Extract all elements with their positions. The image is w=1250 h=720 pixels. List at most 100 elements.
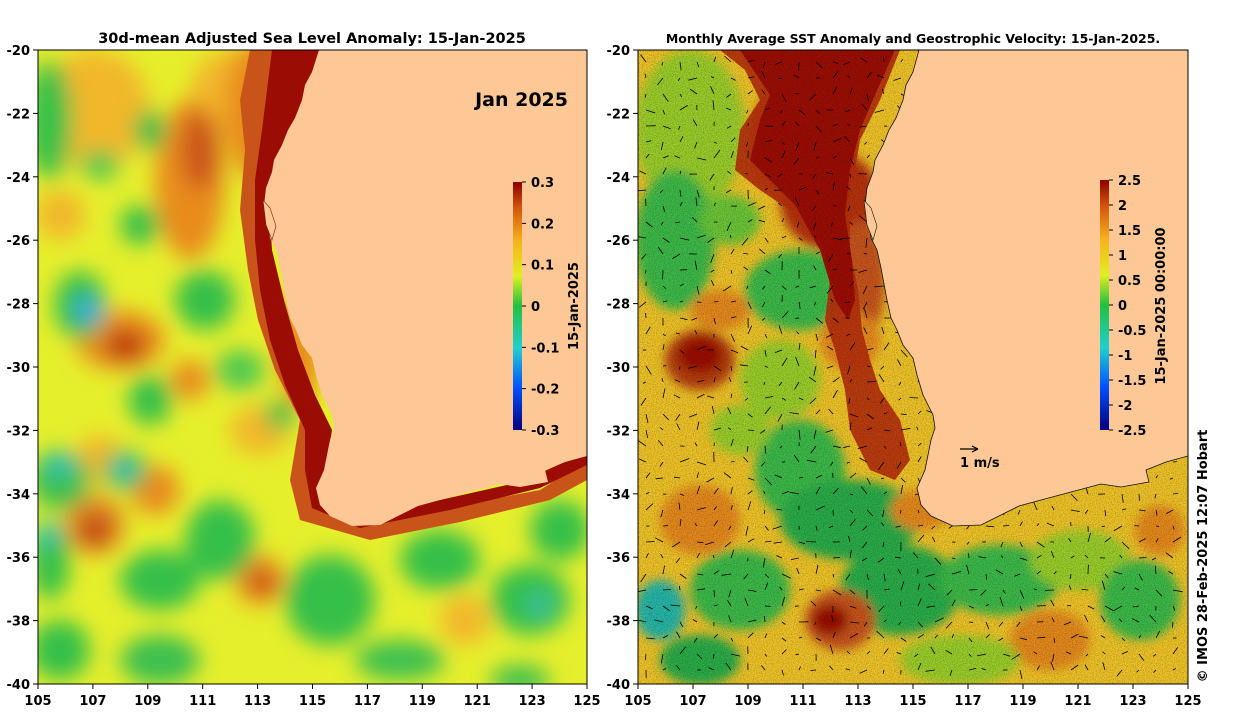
velocity-arrow: [781, 573, 791, 579]
lon-tick-label: 115: [299, 694, 326, 709]
velocity-arrow: [1151, 557, 1157, 561]
velocity-arrow: [710, 280, 715, 287]
velocity-arrow: [880, 139, 885, 143]
velocity-arrow: [727, 427, 732, 431]
velocity-arrow: [978, 556, 987, 559]
velocity-arrow: [728, 589, 732, 598]
velocity-arrow: [866, 605, 872, 610]
velocity-arrow: [900, 349, 908, 358]
velocity-arrow: [849, 413, 859, 418]
velocity-arrow: [849, 378, 853, 383]
velocity-arrow: [730, 269, 733, 274]
velocity-arrow: [781, 397, 787, 401]
velocity-arrow: [662, 93, 669, 102]
velocity-arrow: [985, 621, 990, 630]
velocity-arrow: [798, 666, 801, 671]
velocity-arrow: [814, 349, 817, 359]
velocity-arrow: [862, 525, 868, 531]
velocity-arrow: [679, 300, 684, 303]
velocity-arrow: [730, 549, 735, 559]
velocity-arrow: [713, 317, 716, 325]
velocity-arrow: [1085, 653, 1089, 657]
velocity-arrow: [662, 589, 672, 591]
velocity-arrow: [830, 461, 834, 467]
velocity-arrow: [639, 458, 647, 463]
velocity-arrow: [863, 327, 868, 335]
velocity-arrow: [845, 573, 851, 581]
velocity-arrow: [730, 77, 736, 81]
velocity-arrow: [829, 665, 834, 671]
velocity-arrow: [813, 429, 817, 439]
velocity-arrow: [849, 509, 853, 514]
velocity-arrow: [1101, 525, 1106, 528]
velocity-arrow: [764, 445, 767, 454]
velocity-arrow: [679, 493, 684, 496]
velocity-arrow: [696, 393, 705, 399]
velocity-arrow: [713, 506, 717, 511]
velocity-arrow: [730, 151, 734, 159]
velocity-arrow: [1154, 493, 1157, 499]
velocity-arrow: [781, 669, 784, 676]
velocity-arrow: [1017, 509, 1021, 515]
velocity-arrow: [662, 525, 669, 527]
velocity-arrow: [926, 605, 936, 608]
velocity-arrow: [1134, 587, 1140, 591]
velocity-arrow: [880, 522, 885, 527]
left-map-axes: 105 107 109 111 113 115 117 119 121 123 125 -20 -22 -…: [7, 44, 601, 709]
velocity-arrow: [710, 76, 715, 79]
velocity-arrow: [1063, 621, 1072, 626]
lon-tick-label: 109: [734, 694, 761, 709]
velocity-arrow: [900, 477, 906, 483]
velocity-arrow: [1019, 669, 1023, 680]
sst-colorbar: [1100, 180, 1109, 430]
velocity-arrow: [866, 154, 871, 159]
velocity-arrow: [1000, 555, 1004, 559]
sla-coastal-core: [255, 50, 587, 528]
velocity-arrow: [846, 253, 851, 255]
velocity-arrow: [928, 583, 936, 591]
velocity-arrow: [932, 536, 936, 543]
velocity-arrow: [815, 109, 821, 115]
velocity-arrow: [925, 573, 936, 578]
velocity-arrow: [883, 342, 890, 351]
velocity-arrow: [645, 429, 649, 439]
velocity-arrow: [880, 365, 885, 370]
velocity-arrow: [1131, 618, 1140, 623]
velocity-arrow: [694, 442, 698, 447]
velocity-arrow: [1070, 493, 1078, 501]
velocity-arrow: [832, 61, 839, 64]
velocity-arrow: [847, 205, 851, 212]
velocity-arrow: [1138, 573, 1143, 581]
velocity-arrow: [847, 75, 851, 79]
velocity-arrow: [1119, 554, 1123, 559]
lon-tick-label: 125: [1174, 694, 1201, 709]
colorbar-tick-label: -0.5: [1118, 324, 1146, 339]
velocity-arrow: [662, 237, 670, 243]
velocity-arrow: [710, 86, 715, 95]
velocity-arrow: [844, 301, 851, 303]
velocity-arrow: [846, 333, 851, 337]
velocity-arrow: [815, 505, 825, 511]
velocity-arrow: [662, 109, 666, 115]
velocity-arrow: [764, 582, 769, 591]
velocity-arrow: [849, 589, 856, 595]
velocity-arrow: [811, 205, 817, 211]
velocity-arrow: [660, 653, 664, 664]
velocity-arrow: [777, 173, 783, 178]
velocity-arrow: [1068, 585, 1072, 591]
velocity-arrow: [1087, 532, 1091, 543]
right-coast-inlet: [863, 199, 878, 241]
velocity-arrow: [806, 541, 817, 543]
velocity-arrow: [676, 423, 681, 431]
velocity-arrow: [1172, 647, 1179, 655]
velocity-arrow: [1171, 621, 1174, 628]
velocity-arrow: [866, 509, 874, 517]
lon-tick-label: 119: [409, 694, 436, 709]
velocity-arrow: [776, 508, 783, 511]
right-map-title: Monthly Average SST Anomaly and Geostrop…: [666, 31, 1160, 46]
velocity-arrow: [712, 653, 715, 659]
velocity-arrow: [859, 457, 868, 463]
velocity-arrow: [914, 653, 919, 658]
velocity-arrow: [747, 59, 755, 63]
velocity-arrow: [645, 605, 654, 610]
